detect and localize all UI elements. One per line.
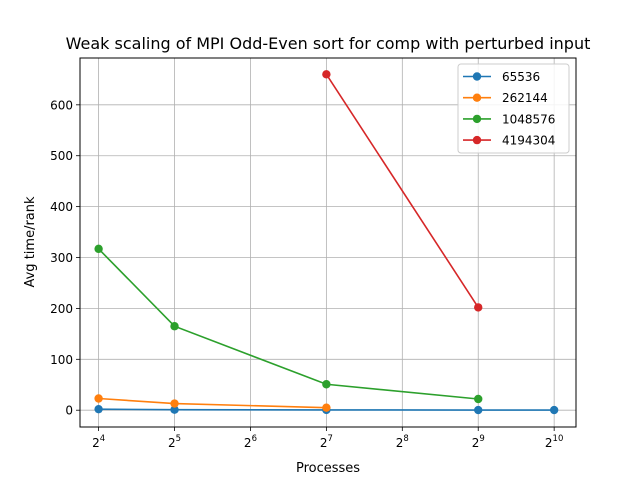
data-point <box>94 394 103 403</box>
ticks: 24 25 26 27 28 29 210 0 100 200 300 400 500 600 <box>50 98 563 450</box>
legend-item: 65536 <box>463 70 540 84</box>
y-tick-label: 100 <box>50 353 73 367</box>
chart-title: Weak scaling of MPI Odd-Even sort for co… <box>66 34 591 53</box>
data-point <box>322 403 331 412</box>
series-4194304 <box>322 70 483 312</box>
legend-label: 262144 <box>502 91 548 105</box>
x-tick-label: 25 <box>168 434 181 450</box>
y-tick-label: 400 <box>50 200 73 214</box>
data-point <box>170 405 179 414</box>
legend: 65536 262144 1048576 4194304 <box>457 63 570 154</box>
y-axis-label: Avg time/rank <box>23 196 38 288</box>
y-tick-label: 500 <box>50 149 73 163</box>
x-tick-label: 28 <box>396 434 409 450</box>
series-262144 <box>94 394 331 412</box>
x-tick-label: 210 <box>545 434 563 450</box>
x-axis-label: Processes <box>296 461 360 476</box>
legend-box <box>457 63 570 154</box>
legend-marker <box>472 93 482 102</box>
series-line <box>325 73 479 308</box>
y-tick-label: 300 <box>50 251 73 265</box>
y-tick-label: 600 <box>50 98 73 112</box>
plot-frame <box>79 57 577 428</box>
data-point <box>474 303 483 312</box>
x-tick-label: 26 <box>244 434 257 450</box>
data-point <box>94 244 103 254</box>
legend-label: 4194304 <box>502 134 555 148</box>
data-point <box>170 322 179 331</box>
legend-item: 4194304 <box>463 134 555 148</box>
legend-label: 1048576 <box>502 112 555 126</box>
legend-marker <box>472 135 482 145</box>
series-line <box>98 248 479 400</box>
data-point <box>322 70 331 79</box>
x-tick-label: 24 <box>92 434 105 450</box>
legend-item: 1048576 <box>463 112 555 126</box>
series-1048576 <box>94 244 483 404</box>
data-point <box>474 405 483 415</box>
y-tick-label: 200 <box>50 302 73 316</box>
series-group <box>94 70 559 415</box>
y-tick-label: 0 <box>65 404 73 418</box>
legend-item: 262144 <box>463 91 548 105</box>
data-point <box>322 380 331 389</box>
data-point <box>549 405 559 415</box>
data-point <box>474 394 483 404</box>
x-tick-label: 29 <box>472 434 485 450</box>
legend-marker <box>472 114 482 124</box>
x-tick-label: 27 <box>320 434 333 450</box>
data-point <box>170 399 179 408</box>
legend-marker <box>472 72 482 81</box>
legend-label: 65536 <box>502 70 540 84</box>
data-point <box>94 404 103 414</box>
